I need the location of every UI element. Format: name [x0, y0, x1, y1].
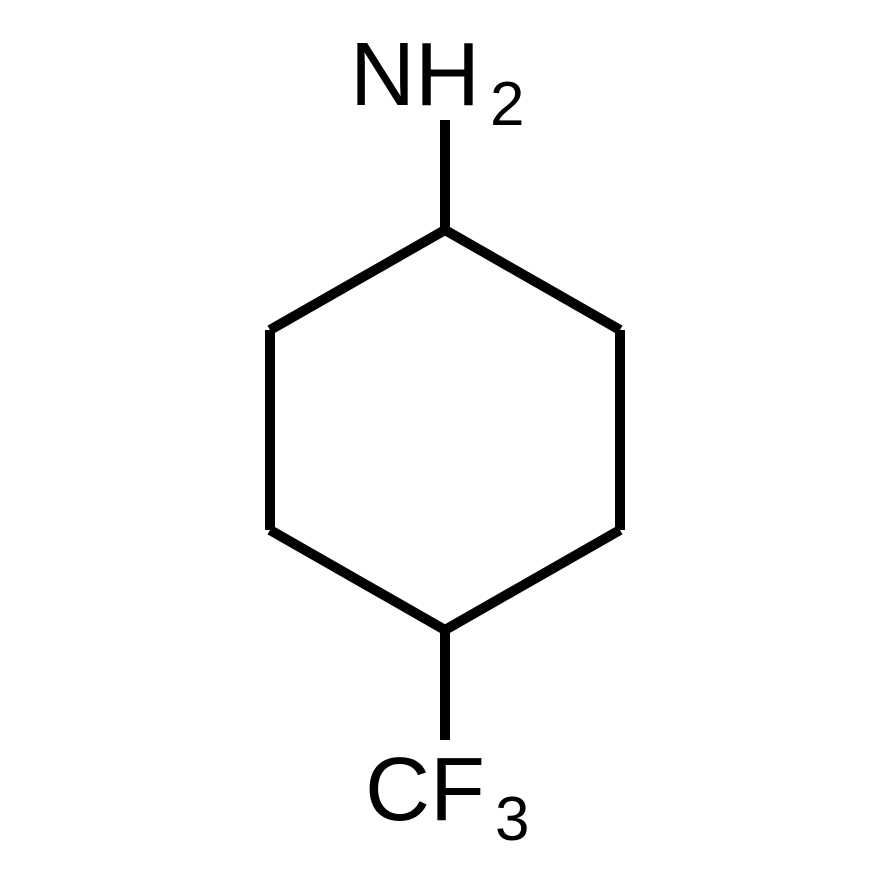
- bond: [270, 530, 445, 630]
- svg-text:CF: CF: [365, 740, 485, 840]
- bond: [445, 530, 620, 630]
- svg-text:3: 3: [495, 785, 529, 854]
- bond: [270, 230, 445, 330]
- bond: [445, 230, 620, 330]
- chemical-structure-diagram: NH2 CF3: [0, 0, 890, 890]
- svg-text:NH: NH: [350, 25, 480, 125]
- amino-group: NH2: [350, 25, 524, 139]
- svg-text:2: 2: [490, 70, 524, 139]
- trifluoromethyl-group: CF3: [365, 740, 529, 854]
